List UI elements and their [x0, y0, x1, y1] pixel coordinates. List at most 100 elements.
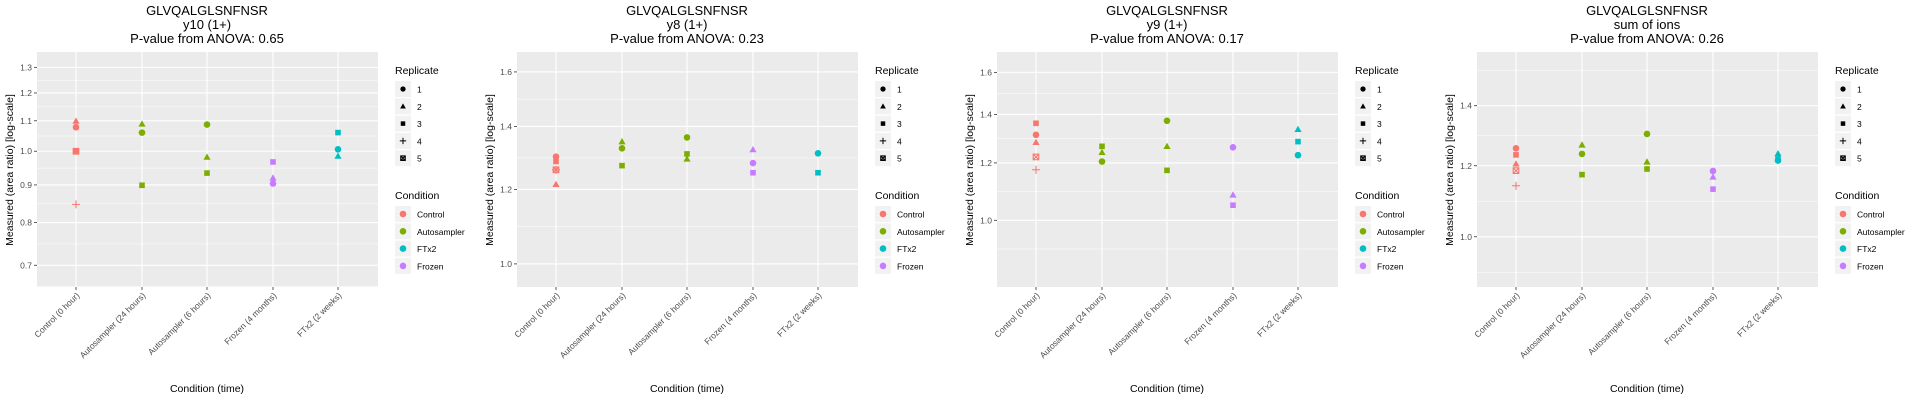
data-point-rep3: [815, 169, 821, 176]
legend-label-replicate: 4: [417, 136, 422, 146]
legend-label-replicate: 1: [417, 85, 422, 95]
y-axis-title: Measured (area ratio) [log-scale]: [1444, 94, 1456, 246]
panel-title-line: GLVQALGLSNFNSR: [146, 3, 268, 18]
x-tick-label: Control (0 hour): [1472, 290, 1521, 339]
legend-shape-icon: [1360, 103, 1366, 109]
data-point-rep4: [1032, 165, 1040, 174]
y-tick-label: 0.9: [20, 180, 32, 190]
panel-title-line: P-value from ANOVA: 0.23: [610, 31, 764, 46]
legend-shape-icon: [880, 103, 886, 109]
data-point-rep1: [1229, 144, 1237, 151]
data-point-rep2: [1229, 191, 1237, 198]
legend-label-replicate: 1: [1377, 85, 1382, 95]
legend-shape-icon: [880, 121, 886, 126]
legend-label-condition: Control: [897, 210, 925, 220]
legend-title-replicate: Replicate: [395, 65, 439, 77]
x-tick-label: Control (0 hour): [512, 290, 561, 339]
data-point-rep1: [1163, 117, 1171, 125]
legend-label-replicate: 4: [1857, 136, 1862, 146]
data-point-rep3: [1295, 138, 1301, 145]
data-point-rep3: [1710, 186, 1716, 192]
x-axis-title: Condition (time): [1130, 383, 1204, 395]
x-tick-label: Autosampler (6 hours): [146, 290, 213, 357]
y-tick-label: 1.2: [1460, 161, 1472, 171]
legend-label-replicate: 3: [1857, 119, 1862, 129]
panel-title-line: sum of ions: [1614, 17, 1681, 32]
panel-title-line: y10 (1+): [183, 17, 231, 32]
data-point-rep2: [269, 174, 277, 181]
legend-shape-icon: [1840, 121, 1846, 126]
legend-color-icon: [1839, 245, 1847, 252]
panel-title-line: P-value from ANOVA: 0.65: [130, 31, 284, 46]
data-point-rep3: [1230, 202, 1236, 209]
legend-color-icon: [879, 210, 887, 218]
legend-shape-icon: [400, 121, 406, 126]
legend-color-icon: [399, 262, 407, 270]
legend-label-replicate: 3: [897, 119, 902, 129]
y-axis-title: Measured (area ratio) [log-scale]: [964, 94, 976, 246]
data-point-rep1: [683, 134, 691, 141]
legend-color-icon: [399, 228, 407, 235]
legend-shape-icon: [1360, 121, 1366, 126]
legend-label-condition: Frozen: [897, 261, 924, 271]
legend-shape-icon: [880, 86, 886, 92]
data-point-rep3: [1164, 167, 1170, 174]
y-tick-label: 1.4: [1460, 101, 1472, 111]
legend-color-icon: [1839, 262, 1847, 270]
legend-color-icon: [879, 262, 887, 270]
data-point-rep3: [553, 158, 559, 165]
legend-label-condition: Control: [1377, 210, 1405, 220]
x-tick-label: Frozen (4 months): [1662, 290, 1718, 346]
x-tick-label: Control (0 hour): [992, 290, 1041, 339]
x-tick-label: Autosampler (24 hours): [1518, 290, 1588, 360]
data-point-rep2: [1578, 141, 1586, 148]
legend-label-condition: FTx2: [417, 244, 437, 254]
legend-shape-icon: [1839, 137, 1847, 145]
panel-title-line: P-value from ANOVA: 0.17: [1090, 31, 1244, 46]
y-axis-title: Measured (area ratio) [log-scale]: [4, 94, 16, 246]
x-tick-label: Autosampler (24 hours): [78, 290, 148, 360]
legend-shape-icon: [400, 86, 406, 92]
data-point-rep5: [552, 166, 560, 174]
legend-title-replicate: Replicate: [1355, 65, 1399, 77]
data-point-rep1: [1578, 150, 1586, 158]
data-point-rep1: [1294, 151, 1302, 159]
y-tick-label: 1.0: [1460, 232, 1472, 242]
panel-title-line: GLVQALGLSNFNSR: [626, 3, 748, 18]
data-point-rep2: [1294, 125, 1302, 133]
legend-color-icon: [1839, 210, 1847, 218]
data-point-rep5: [1512, 167, 1520, 175]
y-tick-label: 1.0: [20, 146, 32, 156]
legend-shape-icon: [400, 155, 406, 161]
data-point-rep3: [139, 182, 145, 189]
legend-title-condition: Condition: [1835, 190, 1880, 202]
legend-label-replicate: 3: [1377, 119, 1382, 129]
legend-color-icon: [1359, 245, 1367, 252]
data-point-rep2: [203, 153, 211, 160]
data-point-rep3: [1099, 143, 1105, 150]
x-tick-label: Autosampler (6 hours): [1586, 290, 1653, 357]
legend-label-replicate: 2: [897, 102, 902, 112]
legend-shape-icon: [1840, 103, 1846, 109]
x-tick-label: Control (0 hour): [32, 290, 81, 339]
y-tick-label: 1.2: [500, 184, 512, 194]
data-point-rep2: [72, 117, 80, 124]
legend-label-replicate: 5: [417, 154, 422, 164]
legend-label-condition: Frozen: [1857, 261, 1884, 271]
y-tick-label: 0.8: [20, 218, 32, 228]
panel-title-line: GLVQALGLSNFNSR: [1106, 3, 1228, 18]
y-tick-label: 1.6: [980, 67, 992, 77]
panel-title-line: y9 (1+): [1147, 17, 1188, 32]
legend-label-condition: Control: [1857, 210, 1885, 220]
y-tick-label: 1.0: [500, 259, 512, 269]
legend-color-icon: [1359, 228, 1367, 235]
data-point-rep2: [1163, 142, 1171, 150]
data-point-rep3: [335, 129, 341, 136]
y-tick-label: 1.0: [980, 215, 992, 225]
data-point-rep2: [138, 120, 146, 127]
legend-label-replicate: 1: [1857, 85, 1862, 95]
legend-label-condition: Autosampler: [897, 227, 945, 237]
